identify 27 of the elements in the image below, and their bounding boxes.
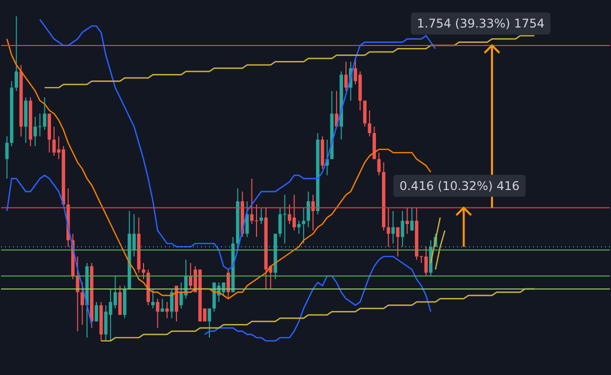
annotation: 0.416 (10.32%) 416: [399, 178, 520, 193]
candlestick: [156, 298, 160, 328]
candlestick: [5, 136, 9, 180]
candlestick: [386, 207, 390, 248]
candlestick: [14, 16, 18, 92]
candlestick: [391, 210, 395, 244]
candlestick: [208, 308, 212, 338]
candlestick: [151, 288, 155, 309]
candlestick: [76, 256, 80, 332]
candlestick: [250, 178, 254, 225]
candlestick: [160, 298, 164, 312]
candlestick: [363, 100, 367, 128]
candlestick: [104, 304, 108, 342]
candlestick: [260, 207, 263, 225]
candlestick: [226, 268, 230, 300]
candlestick: [406, 207, 409, 234]
candlestick: [297, 220, 301, 234]
candlestick: [410, 207, 414, 232]
candlestick: [245, 200, 249, 238]
candlestick: [80, 282, 84, 326]
candlestick: [94, 301, 98, 322]
candlestick: [170, 288, 174, 319]
candlestick: [306, 191, 310, 228]
candlestick: [302, 207, 306, 244]
annotation: 1.754 (39.33%) 1754: [416, 16, 544, 30]
candlestick: [396, 226, 400, 257]
candlestick: [165, 301, 169, 319]
